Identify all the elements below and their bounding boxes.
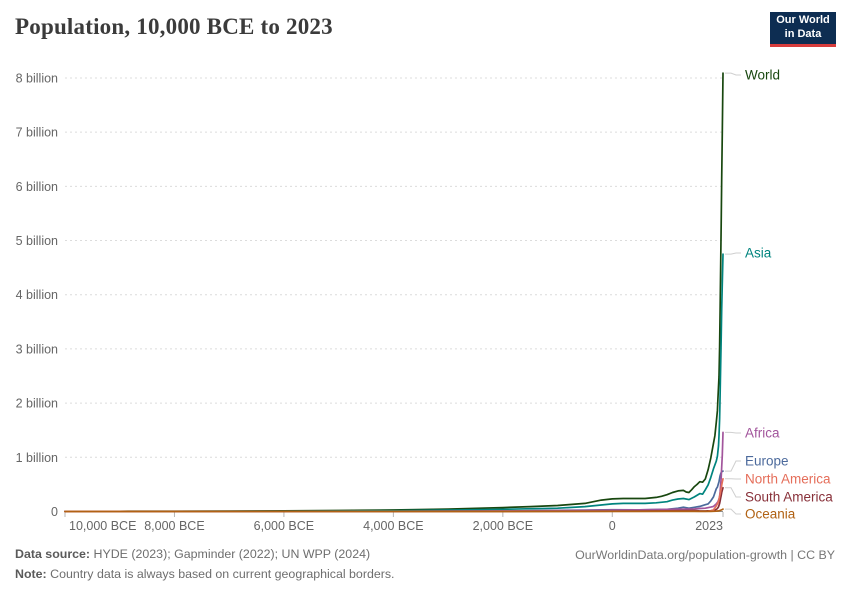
data-source-label: Data source: — [15, 547, 91, 561]
note-line: Note: Country data is always based on cu… — [15, 564, 835, 584]
y-tick-label: 8 billion — [16, 71, 58, 85]
series-label-south-america[interactable]: South America — [745, 490, 833, 505]
population-line-chart: 0 1 billion 2 billion 3 billion 4 billion 5 b… — [16, 68, 834, 534]
label-connector-europe — [725, 460, 741, 472]
label-connector-south-america — [725, 487, 741, 498]
series-line-africa[interactable] — [64, 431, 724, 513]
owid-logo[interactable]: Our World in Data — [770, 12, 836, 47]
y-tick-label: 5 billion — [16, 234, 58, 248]
y-tick-label: 7 billion — [16, 126, 58, 140]
y-tick-label: 4 billion — [16, 288, 58, 302]
y-tick-label: 6 billion — [16, 180, 58, 194]
y-tick-label: 1 billion — [16, 451, 58, 465]
series-label-asia[interactable]: Asia — [745, 246, 772, 261]
owid-logo-line2: in Data — [784, 28, 822, 40]
series-label-oceania[interactable]: Oceania — [745, 507, 796, 522]
chart-footer: Data source: HYDE (2023); Gapminder (202… — [15, 544, 835, 584]
x-tick-label: 0 — [609, 519, 616, 533]
series-label-world[interactable]: World — [745, 68, 780, 83]
y-tick-label: 0 — [51, 505, 58, 519]
label-connector-africa — [725, 431, 741, 434]
owid-logo-line1: Our World — [776, 14, 830, 27]
label-connector-asia — [725, 252, 741, 255]
owid-logo-box: Our World in Data — [770, 12, 836, 44]
series-line-europe[interactable] — [64, 470, 724, 513]
x-tick-label: 2,000 BCE — [473, 519, 533, 533]
y-tick-label: 2 billion — [16, 397, 58, 411]
series-line-north-america[interactable] — [64, 477, 724, 513]
data-source-line: Data source: HYDE (2023); Gapminder (202… — [15, 544, 835, 564]
y-tick-label: 3 billion — [16, 342, 58, 356]
series-line-oceania[interactable] — [64, 508, 724, 513]
series-line-asia[interactable] — [64, 253, 724, 513]
series-label-africa[interactable]: Africa — [745, 426, 780, 441]
note-text: Country data is always based on current … — [46, 567, 395, 582]
x-tick-label: 10,000 BCE — [69, 519, 136, 533]
x-tick-label: 2023 — [695, 519, 723, 533]
page-title: Population, 10,000 BCE to 2023 — [15, 14, 333, 39]
data-source-text: HYDE (2023); Gapminder (2022); UN WPP (2… — [90, 547, 371, 561]
label-connector-oceania — [725, 508, 741, 515]
note-label: Note: — [15, 567, 47, 582]
x-tick-label: 8,000 BCE — [144, 519, 204, 533]
x-tick-label: 4,000 BCE — [363, 519, 423, 533]
owid-logo-accent-strip — [770, 44, 836, 47]
label-connector-world — [725, 72, 741, 76]
series-line-world[interactable] — [64, 72, 724, 513]
owid-cc-by-link[interactable]: OurWorldinData.org/population-growth | C… — [575, 548, 835, 562]
x-tick-label: 6,000 BCE — [254, 519, 314, 533]
series-label-north-america[interactable]: North America — [745, 472, 831, 487]
series-label-europe[interactable]: Europe — [745, 454, 789, 469]
series-line-south-america[interactable] — [64, 486, 724, 513]
